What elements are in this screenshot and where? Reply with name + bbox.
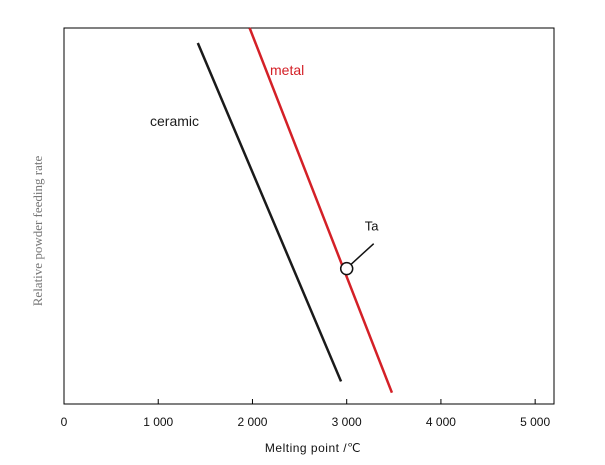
x-tick-label: 2 000 xyxy=(237,415,267,429)
annotations: Ta xyxy=(339,219,380,276)
x-axis-label: Melting point /℃ xyxy=(265,441,361,455)
x-tick-label: 5 000 xyxy=(520,415,550,429)
y-axis-label: Relative powder feeding rate xyxy=(30,156,45,307)
series-labels: ceramic metal xyxy=(150,62,304,129)
series-label-metal: metal xyxy=(270,62,304,78)
x-tick-label: 0 xyxy=(61,415,68,429)
annotation-leader-line xyxy=(350,243,375,266)
annotation-label: Ta xyxy=(365,219,380,234)
series-lines xyxy=(196,27,394,394)
plot-area-frame xyxy=(63,27,555,405)
x-axis-ticks: 0 1 000 2 000 3 000 4 000 5 000 xyxy=(61,399,550,429)
series-line-metal xyxy=(248,27,394,394)
x-tick-label: 4 000 xyxy=(426,415,456,429)
series-label-ceramic: ceramic xyxy=(150,113,199,129)
x-tick-label: 1 000 xyxy=(143,415,173,429)
series-line-ceramic xyxy=(196,42,343,382)
x-tick-label: 3 000 xyxy=(332,415,362,429)
annotation-marker xyxy=(339,261,354,276)
